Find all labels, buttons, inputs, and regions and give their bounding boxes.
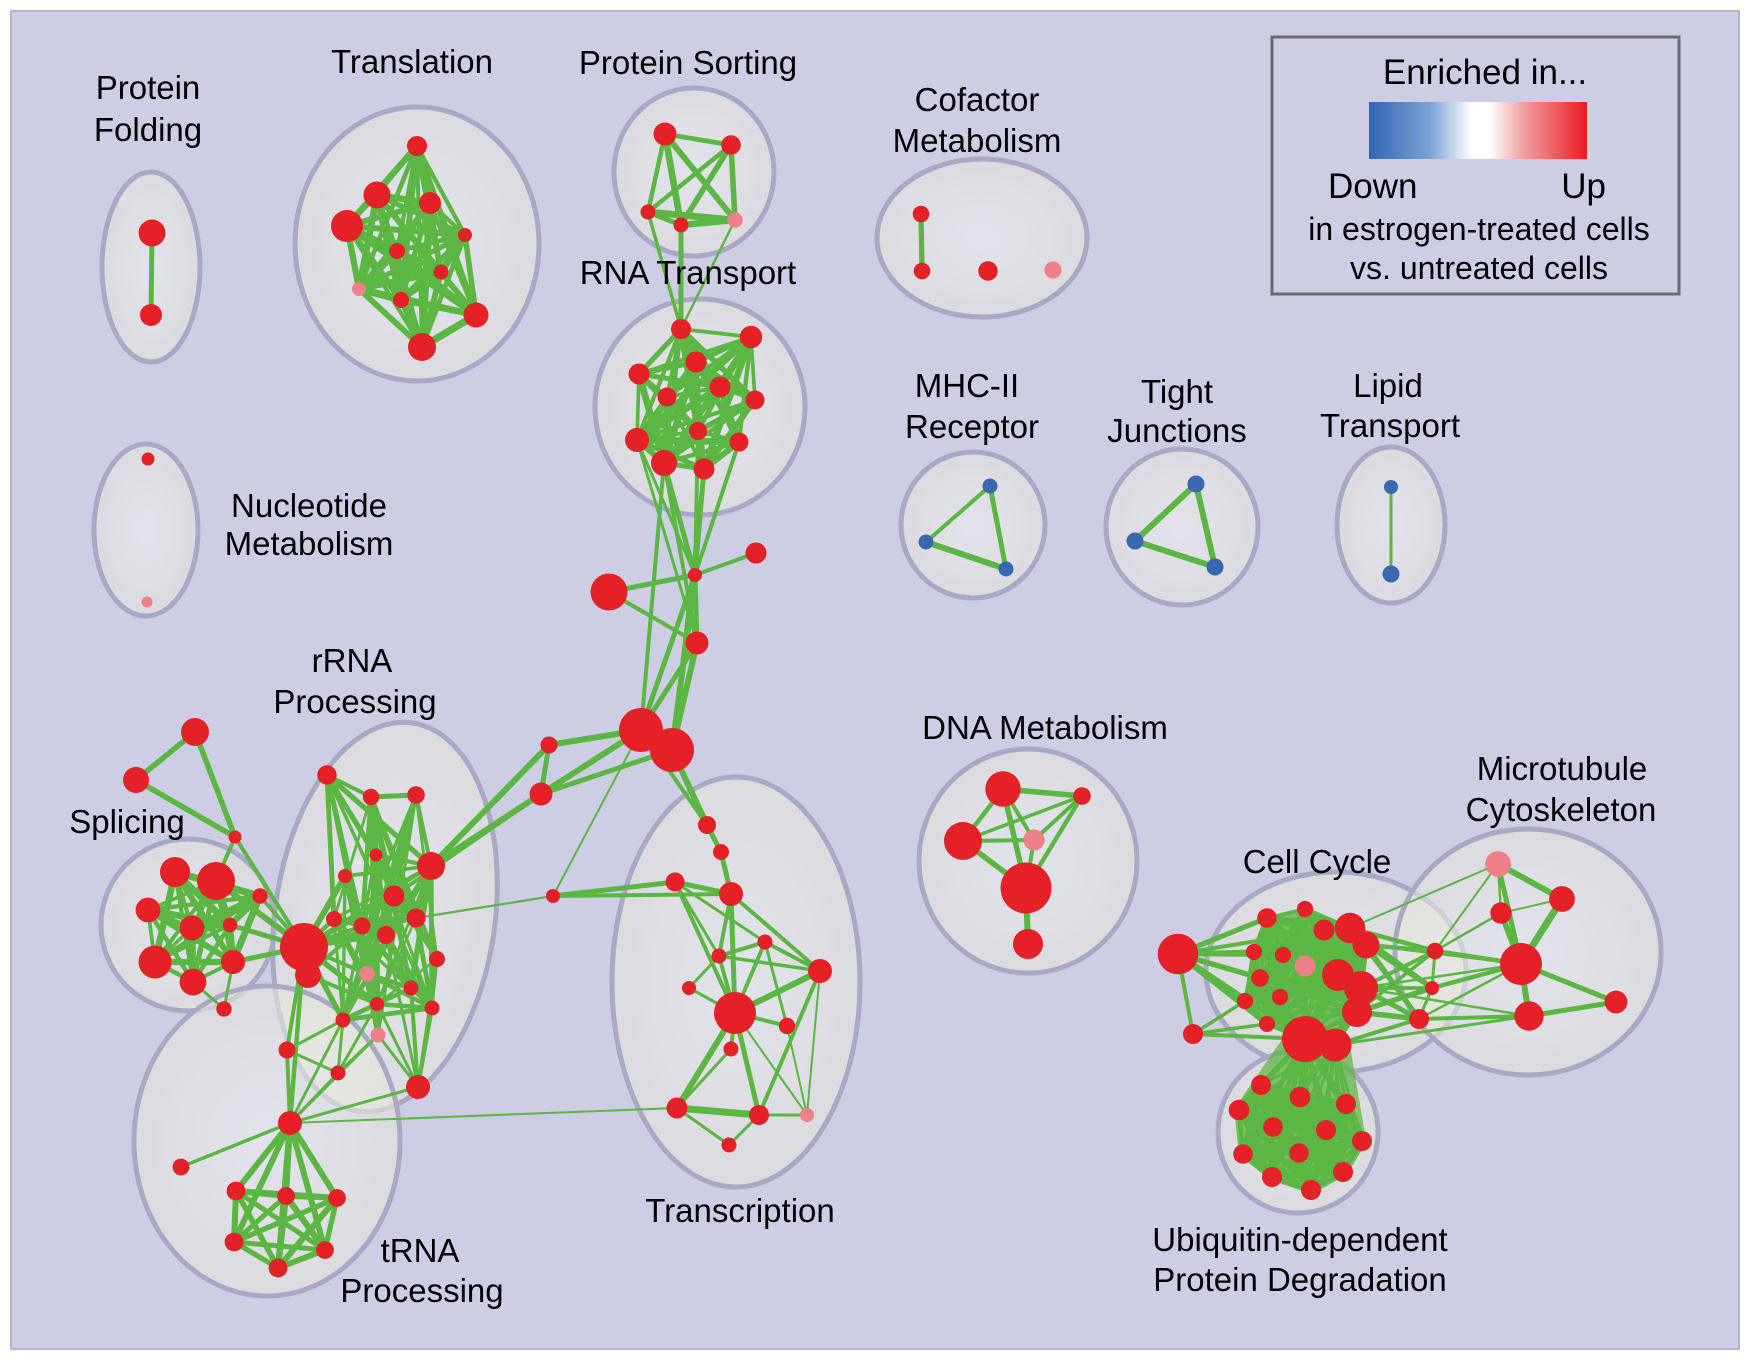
svg-text:Tight: Tight [1141,373,1213,410]
svg-text:vs. untreated cells: vs. untreated cells [1350,250,1608,286]
svg-text:Processing: Processing [273,683,436,720]
svg-text:Metabolism: Metabolism [893,122,1062,159]
svg-text:Cofactor: Cofactor [915,81,1040,118]
svg-text:Folding: Folding [94,111,202,148]
svg-text:RNA Transport: RNA Transport [580,254,796,291]
svg-text:MHC-II: MHC-II [915,367,1019,404]
svg-text:Transcription: Transcription [645,1192,835,1229]
svg-text:Processing: Processing [340,1272,503,1309]
svg-text:Cytoskeleton: Cytoskeleton [1466,791,1657,828]
svg-text:Cell Cycle: Cell Cycle [1243,843,1392,880]
svg-text:Receptor: Receptor [905,408,1039,445]
svg-text:Ubiquitin-dependent: Ubiquitin-dependent [1152,1221,1447,1258]
svg-text:Splicing: Splicing [69,803,185,840]
svg-text:Nucleotide: Nucleotide [231,487,387,524]
svg-text:Up: Up [1561,167,1606,206]
svg-text:Junctions: Junctions [1107,412,1246,449]
svg-text:in estrogen-treated cells: in estrogen-treated cells [1308,211,1650,247]
svg-text:Protein: Protein [96,69,201,106]
svg-text:Microtubule: Microtubule [1477,750,1648,787]
svg-text:Metabolism: Metabolism [225,525,394,562]
svg-text:Transport: Transport [1320,407,1460,444]
svg-text:DNA Metabolism: DNA Metabolism [922,709,1168,746]
svg-text:tRNA: tRNA [381,1232,460,1269]
svg-text:Translation: Translation [331,43,493,80]
svg-text:Down: Down [1328,167,1417,206]
svg-text:Lipid: Lipid [1353,367,1423,404]
svg-text:rRNA: rRNA [312,642,393,679]
svg-text:Protein Degradation: Protein Degradation [1153,1261,1447,1298]
svg-text:Protein Sorting: Protein Sorting [579,44,797,81]
svg-text:Enriched in...: Enriched in... [1383,53,1587,92]
